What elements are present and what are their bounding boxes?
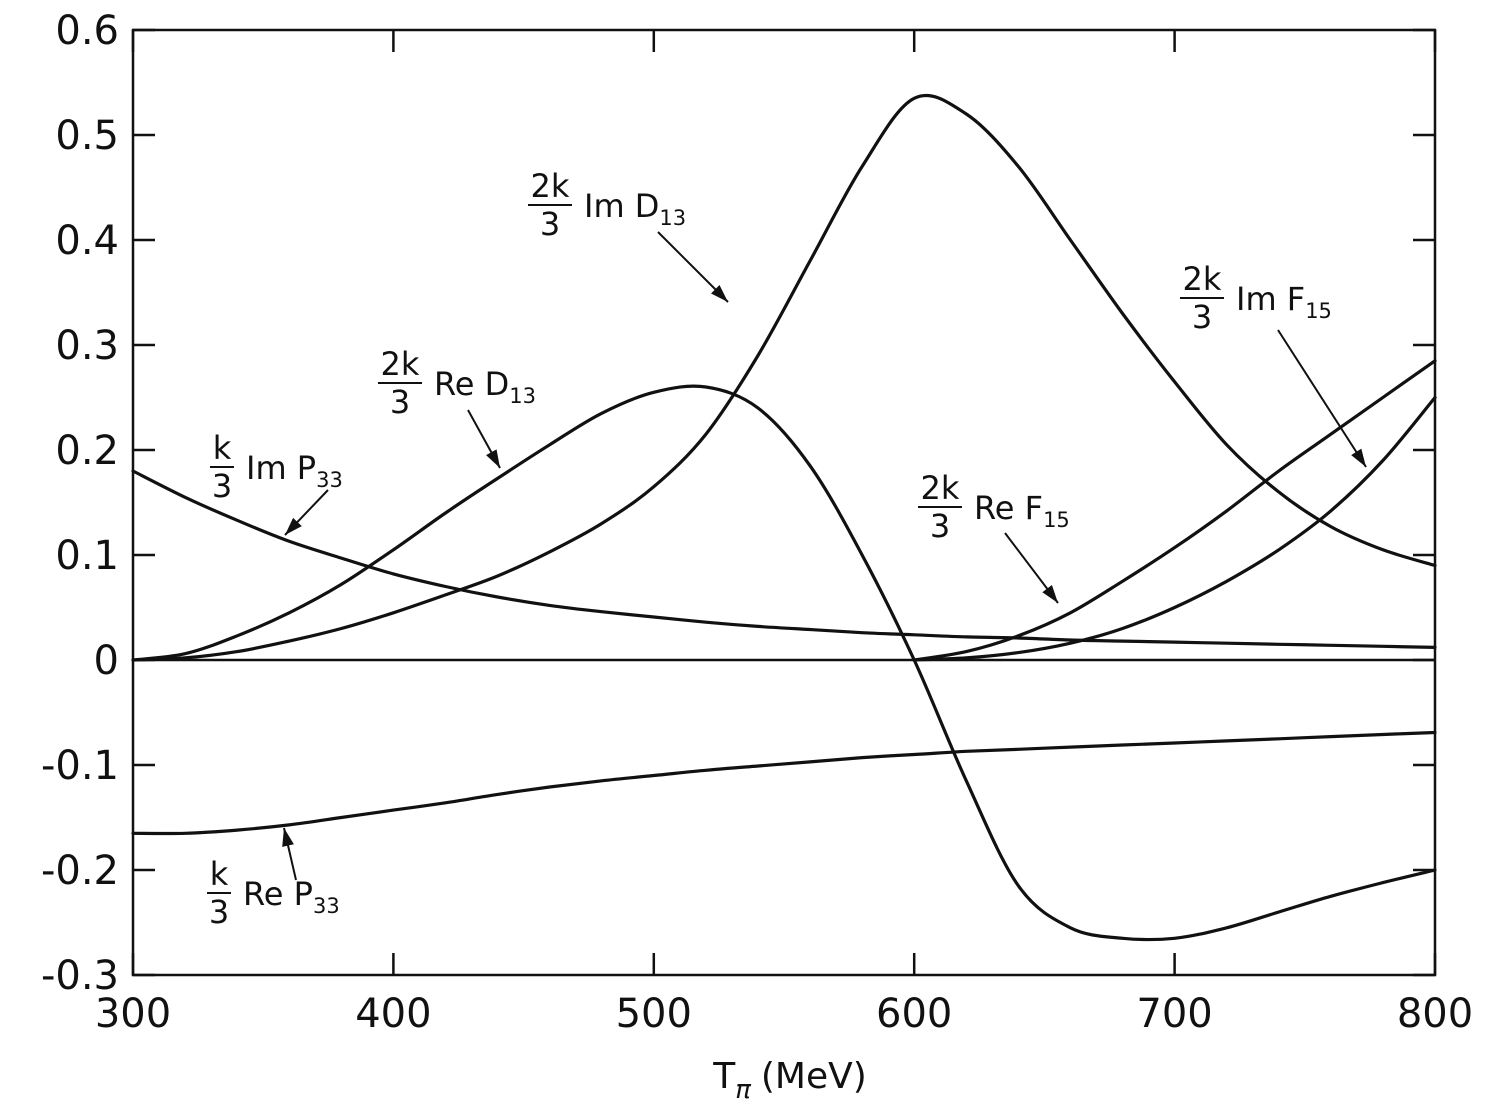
x-axis-unit: (MeV): [761, 1056, 867, 1097]
arrow-head-icon: [1351, 448, 1366, 467]
x-axis-title: Tπ (MeV): [712, 1056, 867, 1105]
plot-border: [131, 28, 1437, 977]
curve-im-p33: [131, 469, 1437, 649]
series-label-text: Re F: [974, 489, 1043, 527]
y-tick-label: 0.4: [55, 218, 119, 264]
series-label: Im F15: [1236, 280, 1332, 323]
curve-im-d13: [131, 93, 1437, 662]
x-axis-label: Tπ (MeV): [712, 1056, 867, 1105]
fraction-denominator: 3: [390, 383, 410, 421]
x-tick-label: 400: [355, 991, 431, 1037]
fraction-denominator: 3: [212, 467, 232, 505]
x-axis-variable: T: [712, 1056, 736, 1097]
y-tick-label: 0.5: [55, 113, 119, 159]
series-label: Im D13: [584, 187, 686, 230]
arrow-head-icon: [282, 828, 294, 847]
curve-im-f15: [912, 395, 1437, 662]
fraction-numerator: 2k: [1183, 260, 1222, 298]
arrow-head-icon: [486, 449, 500, 468]
curve-re-d13: [131, 384, 1437, 942]
x-tick-label: 500: [616, 991, 692, 1037]
y-tick-label: 0.2: [55, 428, 119, 474]
series-label: Re F15: [974, 489, 1070, 532]
curve-re-p33: [131, 730, 1437, 836]
annotation-im-p33: k3 Im P33: [210, 429, 343, 536]
series-label: Im P33: [246, 449, 343, 492]
fraction-numerator: k: [213, 429, 232, 467]
fraction-denominator: 3: [1192, 298, 1212, 336]
series-label-subscript: 15: [1043, 508, 1070, 532]
series-label: Re P33: [243, 875, 340, 918]
arrow-head-icon: [711, 285, 728, 302]
annotation-re-f15: 2k3 Re F15: [918, 469, 1070, 604]
x-tick-label: 700: [1136, 991, 1212, 1037]
y-tick-label: -0.2: [41, 848, 119, 894]
x-tick-label: 300: [95, 991, 171, 1037]
series-label-text: Re D: [434, 365, 509, 403]
series-label-subscript: 13: [659, 206, 686, 230]
annotation-im-f15: 2k3 Im F15: [1180, 260, 1367, 468]
annotation-im-d13: 2k3 Im D13: [528, 167, 729, 303]
annotation-re-d13: 2k3 Re D13: [378, 345, 536, 469]
axis-ticks: [131, 28, 1437, 977]
fraction-numerator: 2k: [531, 167, 570, 205]
series-label-text: Im P: [246, 449, 316, 487]
y-tick-label: -0.1: [41, 743, 119, 789]
series-label-text: Im F: [1236, 280, 1305, 318]
fraction-denominator: 3: [540, 205, 560, 243]
y-tick-label: 0.1: [55, 533, 119, 579]
x-axis-subscript: π: [735, 1075, 751, 1105]
x-tick-label: 600: [876, 991, 952, 1037]
fraction-denominator: 3: [930, 507, 950, 545]
series-label-subscript: 15: [1305, 299, 1332, 323]
y-tick-label: 0: [94, 638, 119, 684]
series-label: Re D13: [434, 365, 536, 408]
series-label-text: Re P: [243, 875, 313, 913]
fraction-numerator: k: [210, 855, 229, 893]
curve-re-f15: [912, 359, 1437, 662]
fraction-numerator: 2k: [921, 469, 960, 507]
series-label-subscript: 13: [509, 384, 536, 408]
annotation-re-p33: k3 Re P33: [207, 827, 340, 931]
series-label-subscript: 33: [313, 894, 340, 918]
tick-labels: 300 400 500 600 700 800 0.6 0.5 0.4 0.3 0.2 0.1 0 -0.…: [41, 8, 1473, 1037]
arrow-head-icon: [1042, 585, 1058, 603]
fraction-numerator: 2k: [381, 345, 420, 383]
annotation-arrow: [1277, 329, 1367, 468]
y-tick-label: 0.6: [55, 8, 119, 54]
x-tick-label: 800: [1397, 991, 1473, 1037]
plot-frame: [131, 28, 1437, 977]
arrow-head-icon: [285, 517, 302, 535]
fraction-denominator: 3: [209, 893, 229, 931]
series-label-subscript: 33: [316, 468, 343, 492]
series-curves: [131, 93, 1437, 942]
series-label-text: Im D: [584, 187, 659, 225]
y-tick-label: -0.3: [41, 953, 119, 999]
y-tick-label: 0.3: [55, 323, 119, 369]
